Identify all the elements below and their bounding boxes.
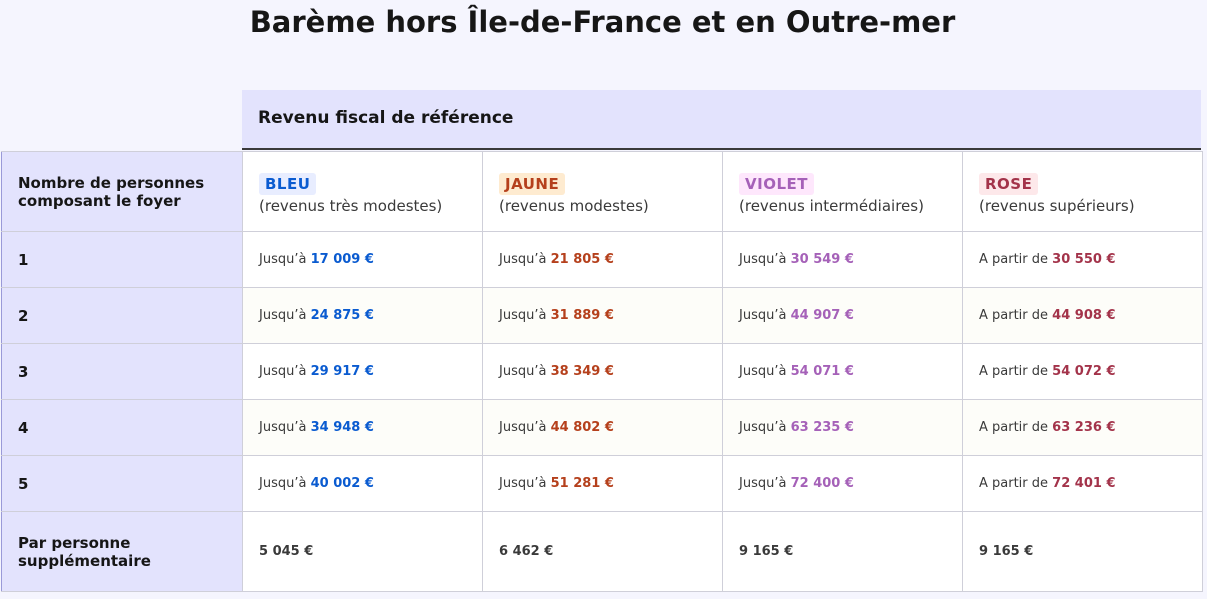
cell-amount: 54 072 € [1052, 364, 1116, 379]
cell-amount: 21 805 € [550, 252, 614, 267]
category-description: (revenus intermédiaires) [739, 196, 924, 215]
category-badge: BLEU [259, 172, 317, 195]
income-scale-table: Nombre de personnes composant le foyer B… [1, 151, 1203, 592]
page-title: Barème hors Île-de-France et en Outre-me… [249, 5, 956, 39]
income-cell: Jusqu’à 31 889 € [482, 287, 723, 344]
revenue-header: Revenu fiscal de référence [242, 90, 1201, 150]
cell-amount: 51 281 € [550, 476, 614, 491]
income-cell: A partir de 44 908 € [962, 287, 1203, 344]
table-row-extra-person: Par personne supplémentaire 5 045 € 6 46… [1, 511, 1203, 592]
cell-prefix: Jusqu’à [739, 308, 791, 323]
cell-amount: 9 165 € [979, 544, 1034, 559]
income-cell: Jusqu’à 44 802 € [482, 399, 723, 456]
cell-amount: 54 071 € [790, 364, 854, 379]
category-jaune: JAUNE (revenus modestes) [482, 151, 723, 232]
extra-person-cell: 6 462 € [482, 511, 723, 592]
extra-person-label: Par personne supplémentaire [1, 511, 243, 592]
cell-prefix: A partir de [979, 364, 1053, 379]
cell-prefix: Jusqu’à [499, 364, 551, 379]
income-cell: Jusqu’à 30 549 € [722, 231, 963, 288]
income-cell: Jusqu’à 34 948 € [242, 399, 483, 456]
cell-amount: 9 165 € [739, 544, 794, 559]
income-cell: Jusqu’à 17 009 € [242, 231, 483, 288]
cell-amount: 44 907 € [790, 308, 854, 323]
cell-prefix: A partir de [979, 308, 1053, 323]
cell-amount: 29 917 € [310, 364, 374, 379]
table-row: 2 Jusqu’à 24 875 € Jusqu’à 31 889 € Jusq… [1, 287, 1203, 344]
table-header-row: Nombre de personnes composant le foyer B… [1, 151, 1203, 232]
cell-prefix: Jusqu’à [259, 252, 311, 267]
cell-prefix: Jusqu’à [739, 364, 791, 379]
category-badge: VIOLET [739, 172, 814, 195]
table-row: 3 Jusqu’à 29 917 € Jusqu’à 38 349 € Jusq… [1, 343, 1203, 400]
persons-count: 3 [1, 343, 243, 400]
category-description: (revenus supérieurs) [979, 196, 1135, 215]
persons-count: 4 [1, 399, 243, 456]
cell-prefix: Jusqu’à [739, 420, 791, 435]
table-row: 4 Jusqu’à 34 948 € Jusqu’à 44 802 € Jusq… [1, 399, 1203, 456]
cell-prefix: Jusqu’à [259, 364, 311, 379]
cell-prefix: A partir de [979, 420, 1053, 435]
category-badge: ROSE [979, 172, 1039, 195]
cell-prefix: Jusqu’à [499, 420, 551, 435]
cell-prefix: Jusqu’à [499, 252, 551, 267]
cell-amount: 34 948 € [310, 420, 374, 435]
income-cell: Jusqu’à 51 281 € [482, 455, 723, 512]
income-cell: Jusqu’à 63 235 € [722, 399, 963, 456]
cell-amount: 63 236 € [1052, 420, 1116, 435]
income-cell: A partir de 30 550 € [962, 231, 1203, 288]
row-header-label: Nombre de personnes composant le foyer [1, 151, 243, 232]
cell-amount: 30 549 € [790, 252, 854, 267]
cell-amount: 63 235 € [790, 420, 854, 435]
cell-prefix: Jusqu’à [739, 476, 791, 491]
income-cell: A partir de 54 072 € [962, 343, 1203, 400]
cell-prefix: Jusqu’à [259, 308, 311, 323]
cell-amount: 30 550 € [1052, 252, 1116, 267]
cell-prefix: Jusqu’à [499, 308, 551, 323]
cell-amount: 72 400 € [790, 476, 854, 491]
table-row: 5 Jusqu’à 40 002 € Jusqu’à 51 281 € Jusq… [1, 455, 1203, 512]
cell-prefix: Jusqu’à [499, 476, 551, 491]
table-row: 1 Jusqu’à 17 009 € Jusqu’à 21 805 € Jusq… [1, 231, 1203, 288]
extra-person-cell: 5 045 € [242, 511, 483, 592]
income-cell: Jusqu’à 38 349 € [482, 343, 723, 400]
revenue-header-label: Revenu fiscal de référence [258, 108, 514, 128]
extra-person-cell: 9 165 € [962, 511, 1203, 592]
income-cell: Jusqu’à 54 071 € [722, 343, 963, 400]
category-description: (revenus très modestes) [259, 196, 443, 215]
persons-count: 1 [1, 231, 243, 288]
cell-amount: 72 401 € [1052, 476, 1116, 491]
cell-amount: 31 889 € [550, 308, 614, 323]
cell-amount: 44 908 € [1052, 308, 1116, 323]
cell-amount: 40 002 € [310, 476, 374, 491]
persons-count: 2 [1, 287, 243, 344]
category-violet: VIOLET (revenus intermédiaires) [722, 151, 963, 232]
income-cell: Jusqu’à 40 002 € [242, 455, 483, 512]
income-cell: Jusqu’à 29 917 € [242, 343, 483, 400]
category-rose: ROSE (revenus supérieurs) [962, 151, 1203, 232]
cell-amount: 38 349 € [550, 364, 614, 379]
income-cell: Jusqu’à 21 805 € [482, 231, 723, 288]
cell-amount: 6 462 € [499, 544, 554, 559]
cell-prefix: Jusqu’à [259, 420, 311, 435]
cell-amount: 44 802 € [550, 420, 614, 435]
income-cell: A partir de 63 236 € [962, 399, 1203, 456]
income-cell: Jusqu’à 72 400 € [722, 455, 963, 512]
income-cell: A partir de 72 401 € [962, 455, 1203, 512]
cell-amount: 24 875 € [310, 308, 374, 323]
income-cell: Jusqu’à 24 875 € [242, 287, 483, 344]
cell-prefix: Jusqu’à [739, 252, 791, 267]
persons-count: 5 [1, 455, 243, 512]
extra-person-cell: 9 165 € [722, 511, 963, 592]
cell-prefix: Jusqu’à [259, 476, 311, 491]
category-description: (revenus modestes) [499, 196, 649, 215]
cell-amount: 5 045 € [259, 544, 314, 559]
cell-prefix: A partir de [979, 252, 1053, 267]
cell-amount: 17 009 € [310, 252, 374, 267]
cell-prefix: A partir de [979, 476, 1053, 491]
income-cell: Jusqu’à 44 907 € [722, 287, 963, 344]
category-bleu: BLEU (revenus très modestes) [242, 151, 483, 232]
category-badge: JAUNE [499, 172, 566, 195]
